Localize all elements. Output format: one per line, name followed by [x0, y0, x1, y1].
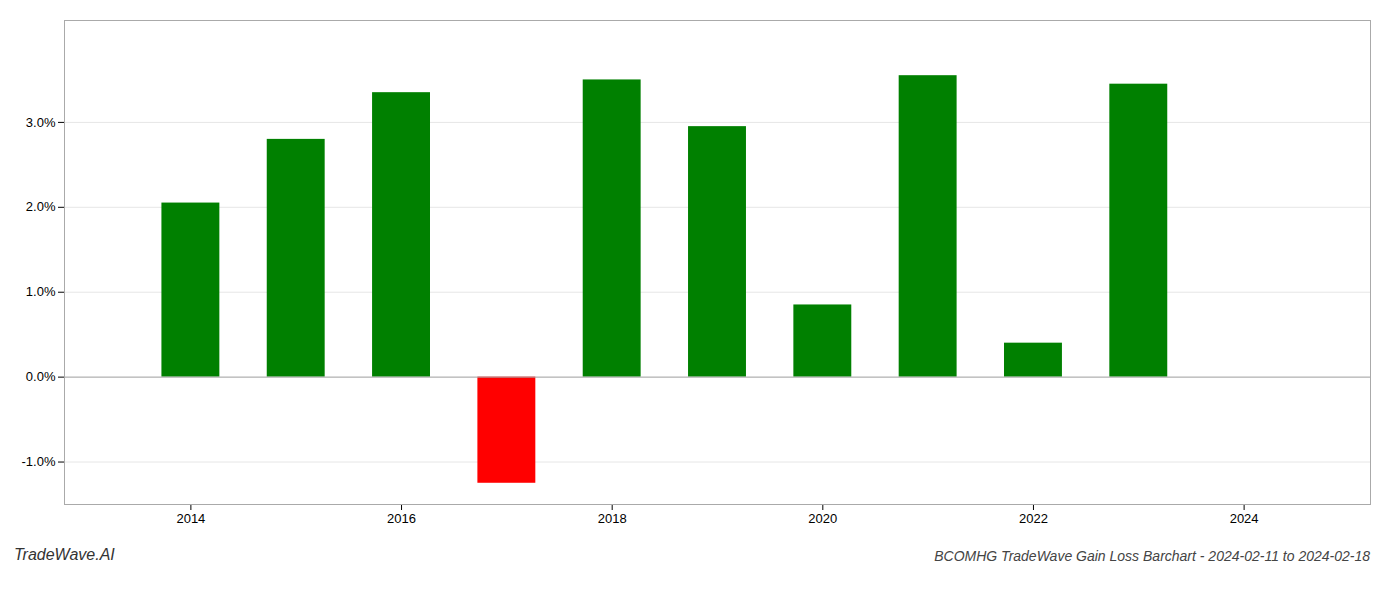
svg-text:1.0%: 1.0%	[26, 284, 56, 299]
html-text:BCOMHG TradeWave Gain Loss Bar: BCOMHG TradeWave Gain Loss Barchart - 20…	[934, 548, 1370, 564]
svg-text:2024: 2024	[1230, 511, 1259, 526]
svg-text:2020: 2020	[808, 511, 837, 526]
svg-text:-1.0%: -1.0%	[22, 454, 56, 469]
svg-text:2014: 2014	[176, 511, 205, 526]
svg-text:2022: 2022	[1019, 511, 1048, 526]
html-text:TradeWave.AI: TradeWave.AI	[14, 546, 115, 563]
svg-text:2016: 2016	[387, 511, 416, 526]
svg-text:3.0%: 3.0%	[26, 115, 56, 130]
svg-text:0.0%: 0.0%	[26, 369, 56, 384]
svg-text:2.0%: 2.0%	[26, 199, 56, 214]
svg-text:2018: 2018	[598, 511, 627, 526]
